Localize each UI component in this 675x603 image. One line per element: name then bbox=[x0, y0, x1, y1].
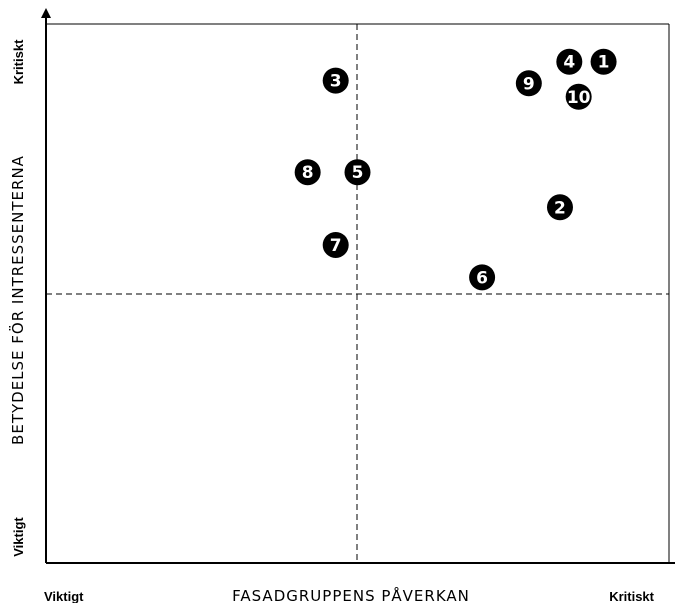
data-point-marker bbox=[322, 67, 349, 94]
data-point-label: 3 bbox=[330, 72, 342, 92]
data-point-7: 7 bbox=[322, 231, 349, 258]
data-point-marker bbox=[469, 264, 496, 291]
x-axis-high-label: Kritiskt bbox=[609, 589, 654, 603]
data-point-3: 3 bbox=[322, 67, 349, 94]
x-axis-title: FASADGRUPPENS PÅVERKAN bbox=[232, 586, 470, 603]
data-point-label: 1 bbox=[598, 53, 610, 73]
x-axis-low-label: Viktigt bbox=[44, 589, 84, 603]
data-point-marker bbox=[322, 231, 349, 258]
data-point-marker bbox=[546, 194, 573, 221]
data-point-marker bbox=[565, 83, 592, 110]
data-point-marker bbox=[515, 70, 542, 97]
data-point-marker bbox=[344, 159, 371, 186]
y-axis-high-label: Kritiskt bbox=[11, 39, 26, 84]
data-point-label: 2 bbox=[554, 198, 566, 218]
data-point-10: 10 bbox=[565, 83, 592, 110]
data-point-2: 2 bbox=[546, 194, 573, 221]
data-point-label: 10 bbox=[567, 88, 591, 108]
y-axis-title: BETYDELSE FÖR INTRESSENTERNA bbox=[8, 155, 27, 445]
data-point-label: 6 bbox=[476, 268, 488, 288]
data-point-marker bbox=[590, 48, 617, 75]
data-point-label: 9 bbox=[523, 74, 535, 94]
y-axis-arrow bbox=[41, 8, 51, 18]
data-points-layer: 1 2 3 4 5 6 7 8 9 10 bbox=[294, 48, 617, 291]
data-point-1: 1 bbox=[590, 48, 617, 75]
data-point-marker bbox=[294, 159, 321, 186]
data-point-label: 7 bbox=[330, 236, 342, 256]
data-point-4: 4 bbox=[556, 48, 583, 75]
data-point-6: 6 bbox=[469, 264, 496, 291]
data-point-label: 8 bbox=[302, 163, 314, 183]
y-axis-low-label: Viktigt bbox=[11, 517, 26, 557]
data-point-5: 5 bbox=[344, 159, 371, 186]
data-point-marker bbox=[556, 48, 583, 75]
data-point-9: 9 bbox=[515, 70, 542, 97]
data-point-label: 5 bbox=[352, 163, 364, 183]
data-point-label: 4 bbox=[563, 53, 575, 73]
data-point-8: 8 bbox=[294, 159, 321, 186]
